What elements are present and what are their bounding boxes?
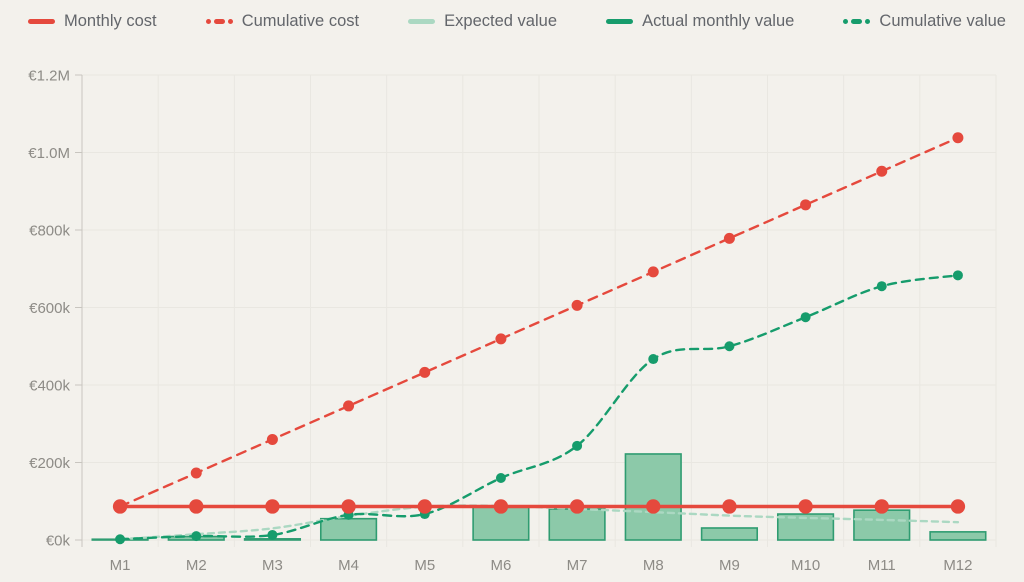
point-cumulative-value-M8 — [648, 354, 659, 365]
legend-item-actual-monthly-value[interactable]: Actual monthly value — [606, 12, 794, 31]
y-axis-label: €600k — [29, 300, 70, 317]
x-axis-label: M10 — [791, 557, 820, 574]
point-cumulative-cost-M4 — [343, 400, 355, 412]
point-cumulative-cost-M6 — [495, 333, 507, 345]
expected-value-line-swatch-icon — [408, 19, 436, 24]
legend-item-cumulative-value[interactable]: Cumulative value — [843, 12, 1006, 31]
bar-M4 — [319, 517, 378, 541]
chart-legend: Monthly cost Cumulative cost Expected valu… — [0, 12, 1024, 31]
legend-item-expected-value[interactable]: Expected value — [408, 12, 557, 31]
x-axis-label: M7 — [567, 557, 588, 574]
point-cumulative-value-M9 — [724, 341, 735, 352]
point-cumulative-cost-M7 — [571, 299, 583, 311]
x-axis-label: M2 — [186, 557, 207, 574]
x-axis-label: M6 — [490, 557, 511, 574]
x-axis-label: M1 — [110, 557, 131, 574]
legend-label: Monthly cost — [64, 12, 157, 30]
point-monthly-cost-M5 — [417, 499, 432, 514]
point-cumulative-cost-M8 — [647, 266, 659, 278]
point-monthly-cost-M1 — [112, 499, 128, 514]
bar-M7 — [548, 508, 606, 541]
point-monthly-cost-M2 — [189, 499, 204, 514]
point-monthly-cost-M4 — [341, 499, 356, 514]
cumulative-cost-line-swatch-icon — [205, 19, 233, 24]
point-monthly-cost-M3 — [265, 499, 280, 514]
y-axis-label: €400k — [29, 377, 70, 394]
x-axis-label: M8 — [643, 557, 664, 574]
y-axis-label: €0k — [46, 532, 71, 549]
y-axis-label: €1.2M — [28, 67, 70, 84]
point-cumulative-cost-M2 — [190, 467, 202, 479]
point-cumulative-cost-M9 — [723, 232, 735, 244]
actual-monthly-value-line-swatch-icon — [606, 19, 634, 24]
x-axis-label: M9 — [719, 557, 740, 574]
x-axis-label: M5 — [414, 557, 435, 574]
point-cumulative-value-M11 — [876, 281, 887, 292]
legend-item-cumulative-cost[interactable]: Cumulative cost — [205, 12, 360, 31]
legend-label: Cumulative cost — [241, 12, 360, 30]
point-monthly-cost-M12 — [950, 499, 966, 514]
y-axis-label: €1.0M — [28, 145, 70, 162]
point-cumulative-cost-M11 — [876, 165, 888, 177]
point-cumulative-cost-M3 — [266, 433, 278, 445]
x-axis-label: M3 — [262, 557, 283, 574]
point-monthly-cost-M9 — [722, 499, 737, 514]
point-cumulative-value-M2 — [191, 531, 202, 542]
legend-label: Expected value — [444, 12, 557, 30]
point-cumulative-value-M1 — [115, 534, 126, 545]
point-cumulative-value-M7 — [572, 440, 583, 451]
point-monthly-cost-M11 — [874, 499, 889, 514]
cumulative-value-line — [118, 274, 960, 541]
point-cumulative-cost-M10 — [800, 199, 812, 211]
monthly-cost-line-swatch-icon — [28, 19, 55, 24]
point-monthly-cost-M10 — [798, 499, 813, 514]
x-axis-label: M11 — [868, 557, 896, 574]
x-axis-label: M4 — [338, 557, 359, 574]
cumulative-value-line-swatch-icon — [843, 19, 871, 24]
bar-M8 — [624, 453, 682, 541]
point-cumulative-cost-M5 — [419, 366, 431, 378]
point-monthly-cost-M6 — [493, 499, 509, 514]
point-monthly-cost-M7 — [569, 499, 585, 514]
cumulative-cost-line — [118, 136, 960, 508]
point-cumulative-value-M6 — [495, 473, 506, 483]
y-axis-label: €800k — [29, 222, 70, 239]
point-cumulative-value-M10 — [800, 312, 811, 323]
legend-label: Cumulative value — [879, 12, 1006, 30]
x-axis-label: M12 — [943, 557, 972, 574]
point-cumulative-value-M3 — [267, 529, 278, 540]
legend-item-monthly-cost[interactable]: Monthly cost — [28, 12, 157, 31]
bar-M12 — [929, 531, 987, 541]
bar-M11 — [853, 509, 911, 541]
legend-label: Actual monthly value — [642, 12, 795, 30]
bar-M9 — [700, 527, 759, 541]
point-cumulative-cost-M12 — [952, 132, 964, 144]
y-axis-label: €200k — [29, 455, 70, 472]
point-monthly-cost-M8 — [646, 499, 661, 514]
point-cumulative-value-M12 — [952, 270, 963, 281]
